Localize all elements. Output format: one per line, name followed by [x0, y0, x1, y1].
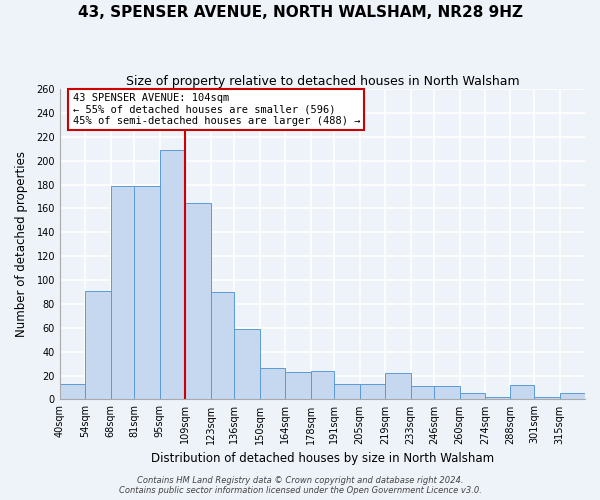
- Bar: [160, 150, 185, 400]
- Text: 43 SPENSER AVENUE: 104sqm
← 55% of detached houses are smaller (596)
45% of semi: 43 SPENSER AVENUE: 104sqm ← 55% of detac…: [73, 92, 360, 126]
- Bar: [60, 384, 85, 400]
- Bar: [85, 291, 111, 400]
- Bar: [334, 384, 359, 400]
- Bar: [511, 385, 534, 400]
- Bar: [359, 384, 385, 400]
- Y-axis label: Number of detached properties: Number of detached properties: [15, 152, 28, 338]
- Bar: [460, 394, 485, 400]
- Bar: [534, 397, 560, 400]
- Title: Size of property relative to detached houses in North Walsham: Size of property relative to detached ho…: [125, 75, 519, 88]
- Bar: [285, 372, 311, 400]
- Bar: [434, 386, 460, 400]
- Bar: [385, 373, 410, 400]
- X-axis label: Distribution of detached houses by size in North Walsham: Distribution of detached houses by size …: [151, 452, 494, 465]
- Bar: [234, 329, 260, 400]
- Text: Contains HM Land Registry data © Crown copyright and database right 2024.
Contai: Contains HM Land Registry data © Crown c…: [119, 476, 481, 495]
- Bar: [311, 371, 334, 400]
- Text: 43, SPENSER AVENUE, NORTH WALSHAM, NR28 9HZ: 43, SPENSER AVENUE, NORTH WALSHAM, NR28 …: [77, 5, 523, 20]
- Bar: [410, 386, 434, 400]
- Bar: [485, 397, 511, 400]
- Bar: [185, 202, 211, 400]
- Bar: [260, 368, 285, 400]
- Bar: [134, 186, 160, 400]
- Bar: [560, 394, 585, 400]
- Bar: [111, 186, 134, 400]
- Bar: [211, 292, 234, 400]
